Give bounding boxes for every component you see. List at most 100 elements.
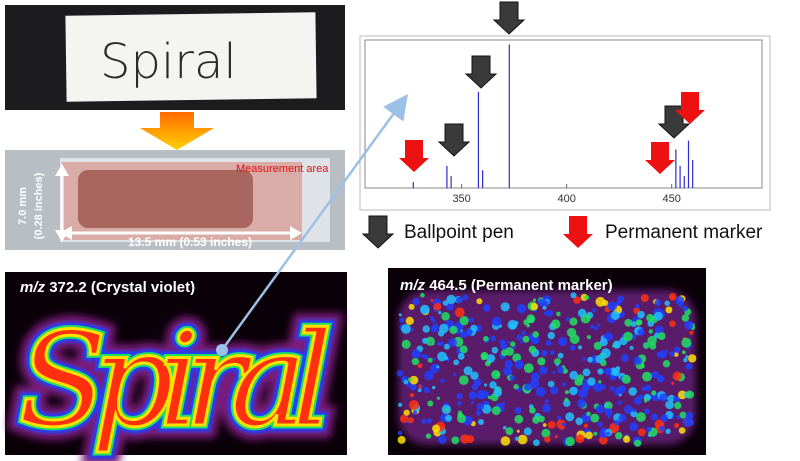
- signal-spot: [659, 393, 668, 402]
- x-tick-label: 450: [662, 193, 680, 205]
- signal-spot: [500, 436, 511, 446]
- signal-spot: [674, 346, 681, 353]
- signal-spot: [446, 294, 456, 305]
- signal-spot: [470, 371, 479, 380]
- signal-spot: [397, 430, 403, 436]
- signal-spot: [658, 350, 667, 359]
- signal-spot: [532, 331, 539, 338]
- signal-spot: [685, 365, 689, 369]
- measurement-label: Measurement area: [236, 163, 329, 175]
- signal-spot: [665, 306, 673, 314]
- signal-spot: [621, 374, 631, 384]
- signal-spot: [505, 427, 514, 436]
- signal-spot: [544, 399, 549, 404]
- signal-spot: [685, 355, 689, 359]
- x-tick-label: 400: [557, 193, 575, 205]
- signal-spot: [609, 386, 615, 391]
- signal-spot: [441, 312, 450, 321]
- signal-spot: [516, 429, 520, 433]
- down-arrow: [399, 140, 429, 172]
- signal-spot: [564, 390, 570, 395]
- signal-spot: [552, 370, 556, 375]
- signal-spot: [549, 350, 555, 355]
- signal-spot: [526, 323, 530, 328]
- signal-spot: [590, 324, 595, 329]
- signal-spot: [431, 385, 436, 390]
- signal-spot: [502, 401, 506, 405]
- signal-spot: [569, 344, 576, 351]
- signal-spot: [604, 367, 612, 376]
- signal-spot: [582, 368, 591, 377]
- signal-spot: [409, 400, 419, 410]
- signal-spot: [514, 414, 524, 424]
- compound: (Permanent marker): [471, 277, 613, 294]
- signal-spot: [647, 335, 657, 346]
- signal-spot: [582, 357, 587, 361]
- signal-spot: [439, 323, 449, 334]
- signal-spot: [509, 375, 515, 381]
- signal-spot: [547, 380, 555, 388]
- signal-spot: [542, 403, 551, 413]
- signal-spot: [598, 380, 602, 384]
- down-arrow: [464, 55, 498, 89]
- signal-spot: [531, 372, 541, 382]
- signal-spot: [468, 391, 477, 400]
- signal-spot: [408, 377, 413, 382]
- signal-spot: [593, 431, 598, 436]
- signal-spot: [530, 302, 539, 311]
- signal-spot: [426, 418, 432, 424]
- signal-spot: [669, 320, 676, 328]
- signal-spot: [398, 402, 403, 407]
- signal-spot: [462, 294, 469, 301]
- signal-spot: [403, 409, 410, 416]
- signal-spot: [623, 435, 631, 443]
- signal-spot: [678, 427, 686, 434]
- signal-spot: [409, 383, 417, 391]
- image-label: m/z 372.2 (Crystal violet): [20, 279, 195, 296]
- signal-spot: [423, 354, 429, 360]
- signal-spot: [493, 388, 502, 397]
- signal-spot: [670, 295, 675, 301]
- signal-spot: [459, 316, 469, 326]
- signal-spot: [629, 422, 638, 431]
- signal-spot: [636, 412, 646, 422]
- signal-spot: [459, 345, 468, 354]
- signal-spot: [618, 393, 622, 397]
- legend: Ballpoint pen Permanent marker: [361, 215, 763, 249]
- heatmap-signal: Spiral Spiral Spiral Spiral: [5, 291, 346, 461]
- signal-spot: [657, 332, 666, 341]
- signal-spot: [541, 428, 551, 438]
- signal-spot: [578, 388, 588, 399]
- signal-spot: [557, 352, 564, 359]
- signal-spot: [673, 352, 679, 357]
- signal-spot: [476, 402, 485, 411]
- signal-spot: [637, 328, 645, 336]
- signal-spot: [671, 381, 675, 385]
- signal-spot: [516, 334, 523, 341]
- signal-spot: [484, 383, 488, 387]
- signal-spot: [411, 357, 420, 366]
- signal-spot: [595, 296, 606, 307]
- signal-spot: [674, 423, 680, 428]
- signal-spot: [436, 396, 440, 400]
- signal-spot: [575, 417, 583, 426]
- signal-spot: [673, 395, 679, 402]
- signal-spot: [660, 414, 669, 423]
- signal-spot: [604, 403, 609, 407]
- signal-spot: [640, 364, 645, 369]
- signal-spot: [650, 413, 658, 421]
- signal-spot: [483, 304, 491, 312]
- signal-spot: [523, 319, 530, 326]
- signal-spot: [478, 419, 484, 425]
- signal-spot: [431, 341, 435, 346]
- down-arrow: [645, 142, 675, 174]
- signal-spot: [409, 375, 419, 385]
- signal-spot: [618, 414, 627, 423]
- signal-spot: [688, 354, 697, 363]
- signal-spot: [595, 354, 604, 364]
- signal-spot: [417, 363, 423, 369]
- signal-spot: [642, 342, 650, 349]
- signal-spot: [412, 298, 420, 306]
- height-label: 7.0 mm: [17, 187, 29, 225]
